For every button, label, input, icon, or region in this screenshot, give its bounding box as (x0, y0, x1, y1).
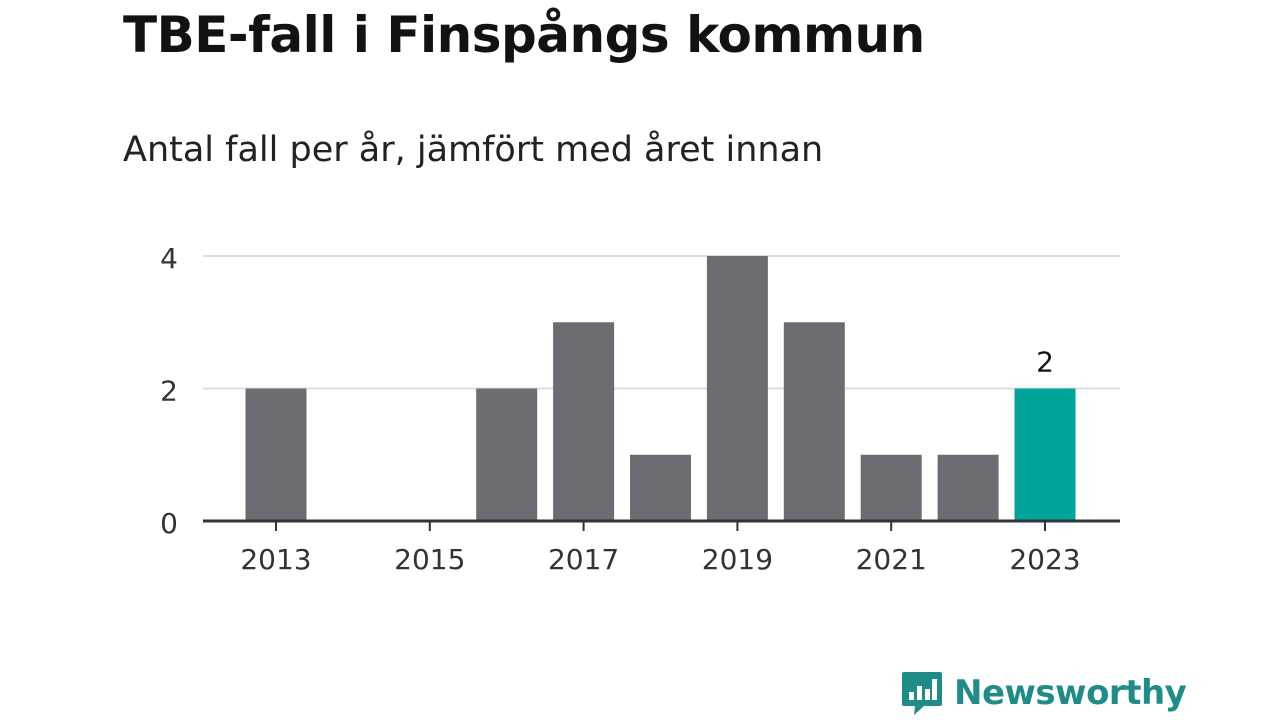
x-tick-label: 2017 (548, 543, 619, 576)
bars (245, 256, 1076, 521)
x-tick-label: 2015 (394, 543, 465, 576)
x-tick-label: 2019 (702, 543, 773, 576)
bar-chart: 0 2 4 2 2013 2015 2017 2019 2021 2023 (160, 242, 1120, 576)
y-tick-label: 4 (160, 242, 178, 275)
bar-2019 (706, 256, 768, 521)
bar-2017 (553, 322, 615, 521)
bar-2022 (937, 454, 999, 521)
bar-2023 (1014, 388, 1076, 521)
x-tick-label: 2021 (856, 543, 927, 576)
newsworthy-logo-text: Newsworthy (954, 673, 1187, 713)
y-tick-label: 2 (160, 375, 178, 408)
data-label: 2 (1036, 346, 1054, 379)
bar-2016 (476, 388, 538, 521)
newsworthy-logo-icon (902, 672, 942, 715)
x-tick-label: 2023 (1009, 543, 1080, 576)
bar-2020 (783, 322, 845, 521)
newsworthy-logo[interactable]: Newsworthy (900, 670, 1187, 716)
chart-title: TBE-fall i Finspångs kommun (123, 6, 925, 64)
gridlines (203, 255, 1120, 390)
chart-subtitle: Antal fall per år, jämfört med året inna… (123, 130, 824, 170)
bar-2018 (630, 454, 691, 521)
bar-2013 (245, 388, 307, 521)
labels: 0 2 4 2 2013 2015 2017 2019 2021 2023 (160, 242, 1080, 576)
y-tick-label: 0 (160, 507, 178, 540)
bar-2021 (860, 454, 922, 521)
x-tick-label: 2013 (240, 543, 311, 576)
axes (203, 519, 1120, 531)
